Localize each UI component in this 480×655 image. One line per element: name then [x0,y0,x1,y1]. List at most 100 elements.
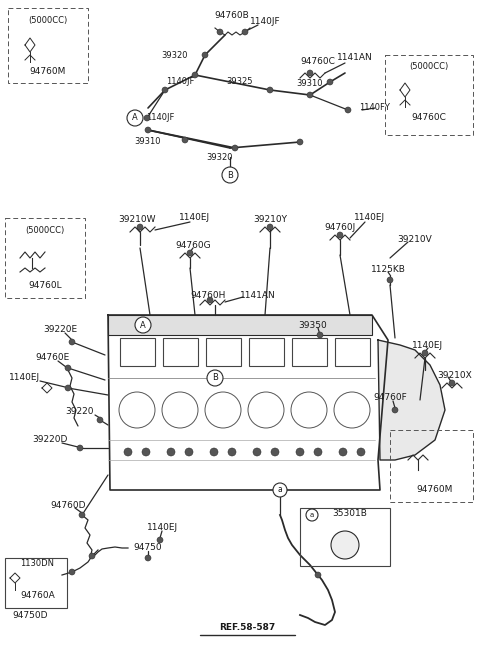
Text: 1140JF: 1140JF [146,113,174,122]
Bar [300,508,390,566]
Text: A: A [140,320,146,329]
Text: 1125KB: 1125KB [371,265,406,274]
Text: 1140EJ: 1140EJ [147,523,179,533]
Circle shape [327,79,333,85]
Text: 39325: 39325 [227,77,253,86]
Circle shape [65,365,71,371]
Text: REF.58-587: REF.58-587 [219,624,275,633]
Text: 1140EJ: 1140EJ [10,373,41,383]
Text: 94760M: 94760M [417,485,453,495]
Circle shape [192,72,198,78]
Circle shape [449,380,455,386]
Text: A: A [132,113,138,122]
Text: 1140JF: 1140JF [250,18,280,26]
Bar [120,338,155,366]
Text: 94760L: 94760L [28,280,62,290]
Text: 94760M: 94760M [30,67,66,77]
Circle shape [65,385,71,391]
Text: 39220E: 39220E [43,326,77,335]
Text: 1130DN: 1130DN [20,559,54,567]
Text: 94750: 94750 [134,544,162,553]
Circle shape [267,87,273,93]
Circle shape [222,167,238,183]
Text: B: B [227,170,233,179]
Text: 39350: 39350 [299,320,327,329]
Text: 94760F: 94760F [373,394,407,403]
Text: 94750D: 94750D [12,610,48,620]
Text: 39210W: 39210W [118,215,156,225]
Text: 39210Y: 39210Y [253,215,287,225]
Text: B: B [212,373,218,383]
Text: 94760H: 94760H [190,291,226,299]
Circle shape [69,569,75,575]
Polygon shape [108,315,372,335]
Circle shape [331,531,359,559]
Circle shape [210,448,218,456]
Circle shape [339,448,347,456]
Circle shape [253,448,261,456]
Bar [206,338,241,366]
Bar [390,430,473,502]
Text: 1141AN: 1141AN [337,54,373,62]
Polygon shape [378,340,445,460]
Text: 94760A: 94760A [21,591,55,599]
Text: 39310: 39310 [297,79,323,88]
Text: 39220D: 39220D [32,436,68,445]
Circle shape [271,448,279,456]
Circle shape [387,277,393,283]
Circle shape [307,70,313,76]
Bar [292,338,327,366]
Text: 39320: 39320 [207,153,233,162]
Text: 1140EJ: 1140EJ [354,214,385,223]
Circle shape [135,317,151,333]
Text: 1140JF: 1140JF [166,77,194,86]
Circle shape [185,448,193,456]
Circle shape [207,297,213,303]
Text: 94760C: 94760C [411,113,446,122]
Circle shape [296,448,304,456]
Circle shape [314,448,322,456]
Text: (5000CC): (5000CC) [28,16,68,24]
Circle shape [162,87,168,93]
Text: 94760D: 94760D [50,500,86,510]
Text: 94760C: 94760C [300,58,336,67]
Circle shape [232,145,238,151]
Bar [249,338,284,366]
Bar [163,338,198,366]
Circle shape [167,448,175,456]
Text: 35301B: 35301B [333,508,367,517]
Text: 94760B: 94760B [215,10,250,20]
Text: 39320: 39320 [162,50,188,60]
Text: a: a [277,485,282,495]
Circle shape [187,250,193,256]
Text: (5000CC): (5000CC) [25,225,65,234]
Circle shape [77,445,83,451]
Circle shape [267,224,273,230]
Circle shape [315,572,321,578]
Circle shape [297,139,303,145]
Text: 39310: 39310 [135,138,161,147]
Circle shape [182,137,188,143]
Circle shape [217,29,223,35]
Circle shape [337,232,343,238]
Bar [5,218,85,298]
Text: 94760G: 94760G [175,240,211,250]
Text: a: a [310,512,314,518]
Circle shape [357,448,365,456]
Circle shape [142,448,150,456]
Bar [5,558,67,608]
Circle shape [89,553,95,559]
Text: 1140FY: 1140FY [360,103,390,113]
Circle shape [273,483,287,497]
Text: 1140EJ: 1140EJ [180,214,211,223]
Circle shape [422,350,428,356]
Circle shape [127,110,143,126]
Circle shape [69,339,75,345]
Circle shape [79,512,85,518]
Text: 39210V: 39210V [397,236,432,244]
Circle shape [207,370,223,386]
Text: 94760E: 94760E [35,354,69,362]
Bar [385,55,473,135]
Circle shape [307,92,313,98]
Circle shape [202,52,208,58]
